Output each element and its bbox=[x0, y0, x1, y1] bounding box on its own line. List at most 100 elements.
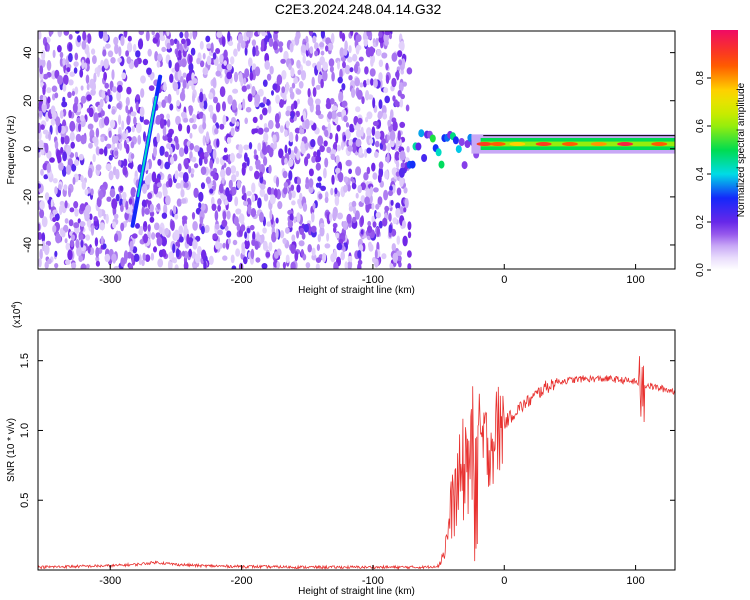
heatmap-cell bbox=[252, 231, 256, 242]
heatmap-cell bbox=[167, 137, 173, 143]
heatmap-cell bbox=[240, 224, 246, 232]
heatmap-cell bbox=[211, 196, 215, 206]
heatmap-cell bbox=[76, 245, 82, 257]
heatmap-cell bbox=[74, 86, 79, 95]
heatmap-cell bbox=[161, 46, 167, 53]
heatmap-cell bbox=[169, 156, 175, 165]
heatmap-cell bbox=[86, 263, 90, 269]
heatmap-cell bbox=[293, 76, 299, 85]
heatmap-cell bbox=[104, 135, 108, 142]
heatmap-cell bbox=[317, 234, 321, 243]
heatmap-cell bbox=[124, 211, 129, 221]
heatmap-cell bbox=[378, 161, 384, 170]
heatmap-carrier-blob bbox=[464, 140, 471, 148]
heatmap-cell bbox=[77, 218, 81, 224]
heatmap-cell bbox=[335, 167, 341, 174]
heatmap-cell bbox=[358, 244, 364, 252]
heatmap-cell bbox=[322, 252, 327, 263]
heatmap-cell bbox=[296, 98, 300, 105]
heatmap-cell bbox=[212, 77, 217, 89]
heatmap-cell bbox=[130, 111, 137, 117]
heatmap-cell bbox=[64, 200, 68, 209]
heatmap-cell bbox=[354, 210, 360, 220]
heatmap-cell bbox=[399, 176, 404, 188]
heatmap-cell bbox=[41, 216, 48, 228]
heatmap-cell bbox=[38, 223, 41, 231]
heatmap-cell bbox=[406, 67, 413, 75]
figure-title: C2E3.2024.248.04.14.G32 bbox=[275, 1, 442, 17]
heatmap-carrier-peak bbox=[590, 141, 607, 146]
heatmap-cell bbox=[351, 200, 357, 208]
heatmap-cell bbox=[80, 263, 87, 269]
heatmap-cell bbox=[314, 50, 319, 57]
heatmap-cell bbox=[397, 90, 402, 97]
heatmap-cell bbox=[60, 135, 65, 145]
heatmap-cell bbox=[253, 170, 260, 180]
heatmap-cell bbox=[225, 166, 232, 176]
heatmap-cell bbox=[206, 43, 212, 49]
heatmap-cell bbox=[318, 193, 323, 200]
heatmap-cell bbox=[316, 61, 322, 71]
heatmap-carrier-blob bbox=[429, 134, 436, 143]
heatmap-cell bbox=[281, 86, 286, 94]
heatmap-cell bbox=[333, 261, 339, 269]
colorbar-tick-label: 0.4 bbox=[695, 167, 706, 181]
heatmap-cell bbox=[368, 138, 374, 145]
heatmap-cell bbox=[396, 187, 402, 196]
heatmap-frame bbox=[37, 30, 676, 270]
heatmap-cell bbox=[216, 138, 220, 148]
line-x-tick-label: 0 bbox=[501, 575, 507, 587]
heatmap-cell bbox=[145, 31, 150, 42]
heatmap-cell bbox=[79, 115, 85, 122]
heatmap-cell bbox=[293, 216, 297, 224]
heatmap-cell bbox=[126, 115, 131, 126]
heatmap-cell bbox=[386, 152, 390, 164]
heatmap-cell bbox=[41, 232, 46, 243]
heatmap-cell bbox=[403, 207, 407, 213]
heatmap-cell bbox=[262, 142, 267, 153]
heatmap-cell bbox=[298, 81, 304, 89]
heatmap-cell bbox=[247, 93, 253, 102]
heatmap-cell bbox=[222, 114, 227, 126]
heatmap-cell bbox=[268, 241, 273, 252]
heatmap-cell bbox=[368, 243, 374, 252]
heatmap-cell bbox=[205, 35, 211, 43]
heatmap-cell bbox=[75, 239, 80, 249]
heatmap-cell bbox=[64, 238, 68, 244]
heatmap-cell bbox=[226, 63, 233, 71]
heatmap-cell bbox=[366, 78, 371, 86]
heatmap-cell bbox=[183, 117, 189, 123]
heatmap-cell bbox=[52, 217, 57, 223]
heatmap-cell bbox=[86, 33, 92, 44]
heatmap-cell bbox=[118, 142, 123, 151]
heatmap-cell bbox=[73, 222, 80, 229]
heatmap-cell bbox=[392, 95, 396, 102]
heatmap-cell bbox=[319, 222, 325, 229]
heatmap-cell bbox=[323, 167, 327, 179]
heatmap-cell bbox=[388, 224, 393, 234]
heatmap-cell bbox=[319, 145, 325, 153]
heatmap-cell bbox=[294, 251, 299, 262]
heatmap-cell bbox=[217, 229, 224, 236]
heatmap-cell bbox=[46, 60, 52, 71]
heatmap-cell bbox=[327, 122, 331, 134]
heatmap-cell bbox=[168, 177, 173, 188]
heatmap-cell bbox=[262, 240, 268, 250]
heatmap-cell bbox=[147, 48, 152, 57]
heatmap-cell bbox=[315, 155, 319, 163]
heatmap-cell bbox=[127, 35, 132, 42]
heatmap-cell bbox=[272, 83, 278, 91]
heatmap-cell bbox=[122, 191, 127, 199]
heatmap-cell bbox=[227, 238, 231, 245]
heatmap-cell bbox=[307, 88, 311, 98]
heatmap-cell bbox=[222, 155, 229, 161]
heatmap-cell bbox=[344, 64, 351, 75]
heatmap-y-tick-label: 0 bbox=[22, 146, 34, 152]
heatmap-cell bbox=[395, 207, 401, 218]
heatmap-cell bbox=[312, 202, 316, 210]
heatmap-cell bbox=[343, 134, 347, 142]
heatmap-cell bbox=[305, 262, 311, 269]
heatmap-cell bbox=[92, 136, 98, 143]
heatmap-cell bbox=[153, 183, 159, 195]
heatmap-cell bbox=[305, 60, 312, 67]
